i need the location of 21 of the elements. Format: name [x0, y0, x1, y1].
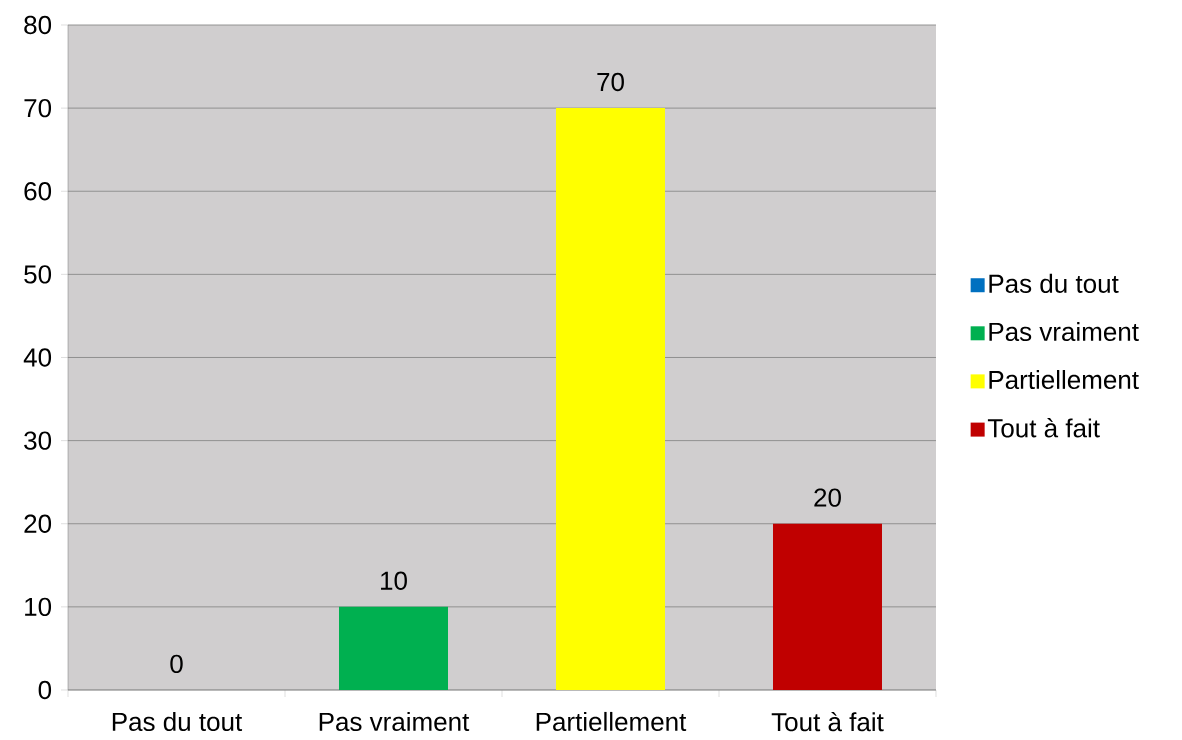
legend-label: Pas vraiment [989, 321, 1139, 342]
legend-label: Pas du tout [989, 273, 1119, 293]
y-tick-label: 40 [23, 348, 52, 367]
y-tick-label: 50 [24, 265, 52, 284]
data-label: 10 [381, 571, 407, 590]
y-tick-label: 30 [24, 431, 52, 450]
data-label: 20 [814, 488, 841, 507]
data-label: 70 [597, 72, 624, 92]
data-label: 0 [170, 654, 183, 674]
x-tick-label: Pas vraiment [319, 711, 470, 732]
y-tick-label: 60 [24, 182, 52, 201]
x-tick-label: Tout à fait [771, 711, 884, 732]
y-tick-label: 0 [38, 680, 52, 700]
x-tick-label: Pas du tout [112, 711, 243, 732]
y-tick-label: 70 [24, 98, 52, 118]
y-tick-label: 20 [24, 514, 52, 533]
legend-label: Tout à fait [987, 418, 1100, 438]
legend-label: Partiellement [989, 370, 1139, 390]
x-tick-label: Partiellement [536, 711, 687, 732]
y-tick-label: 80 [24, 15, 52, 35]
y-tick-label: 10 [25, 597, 52, 617]
